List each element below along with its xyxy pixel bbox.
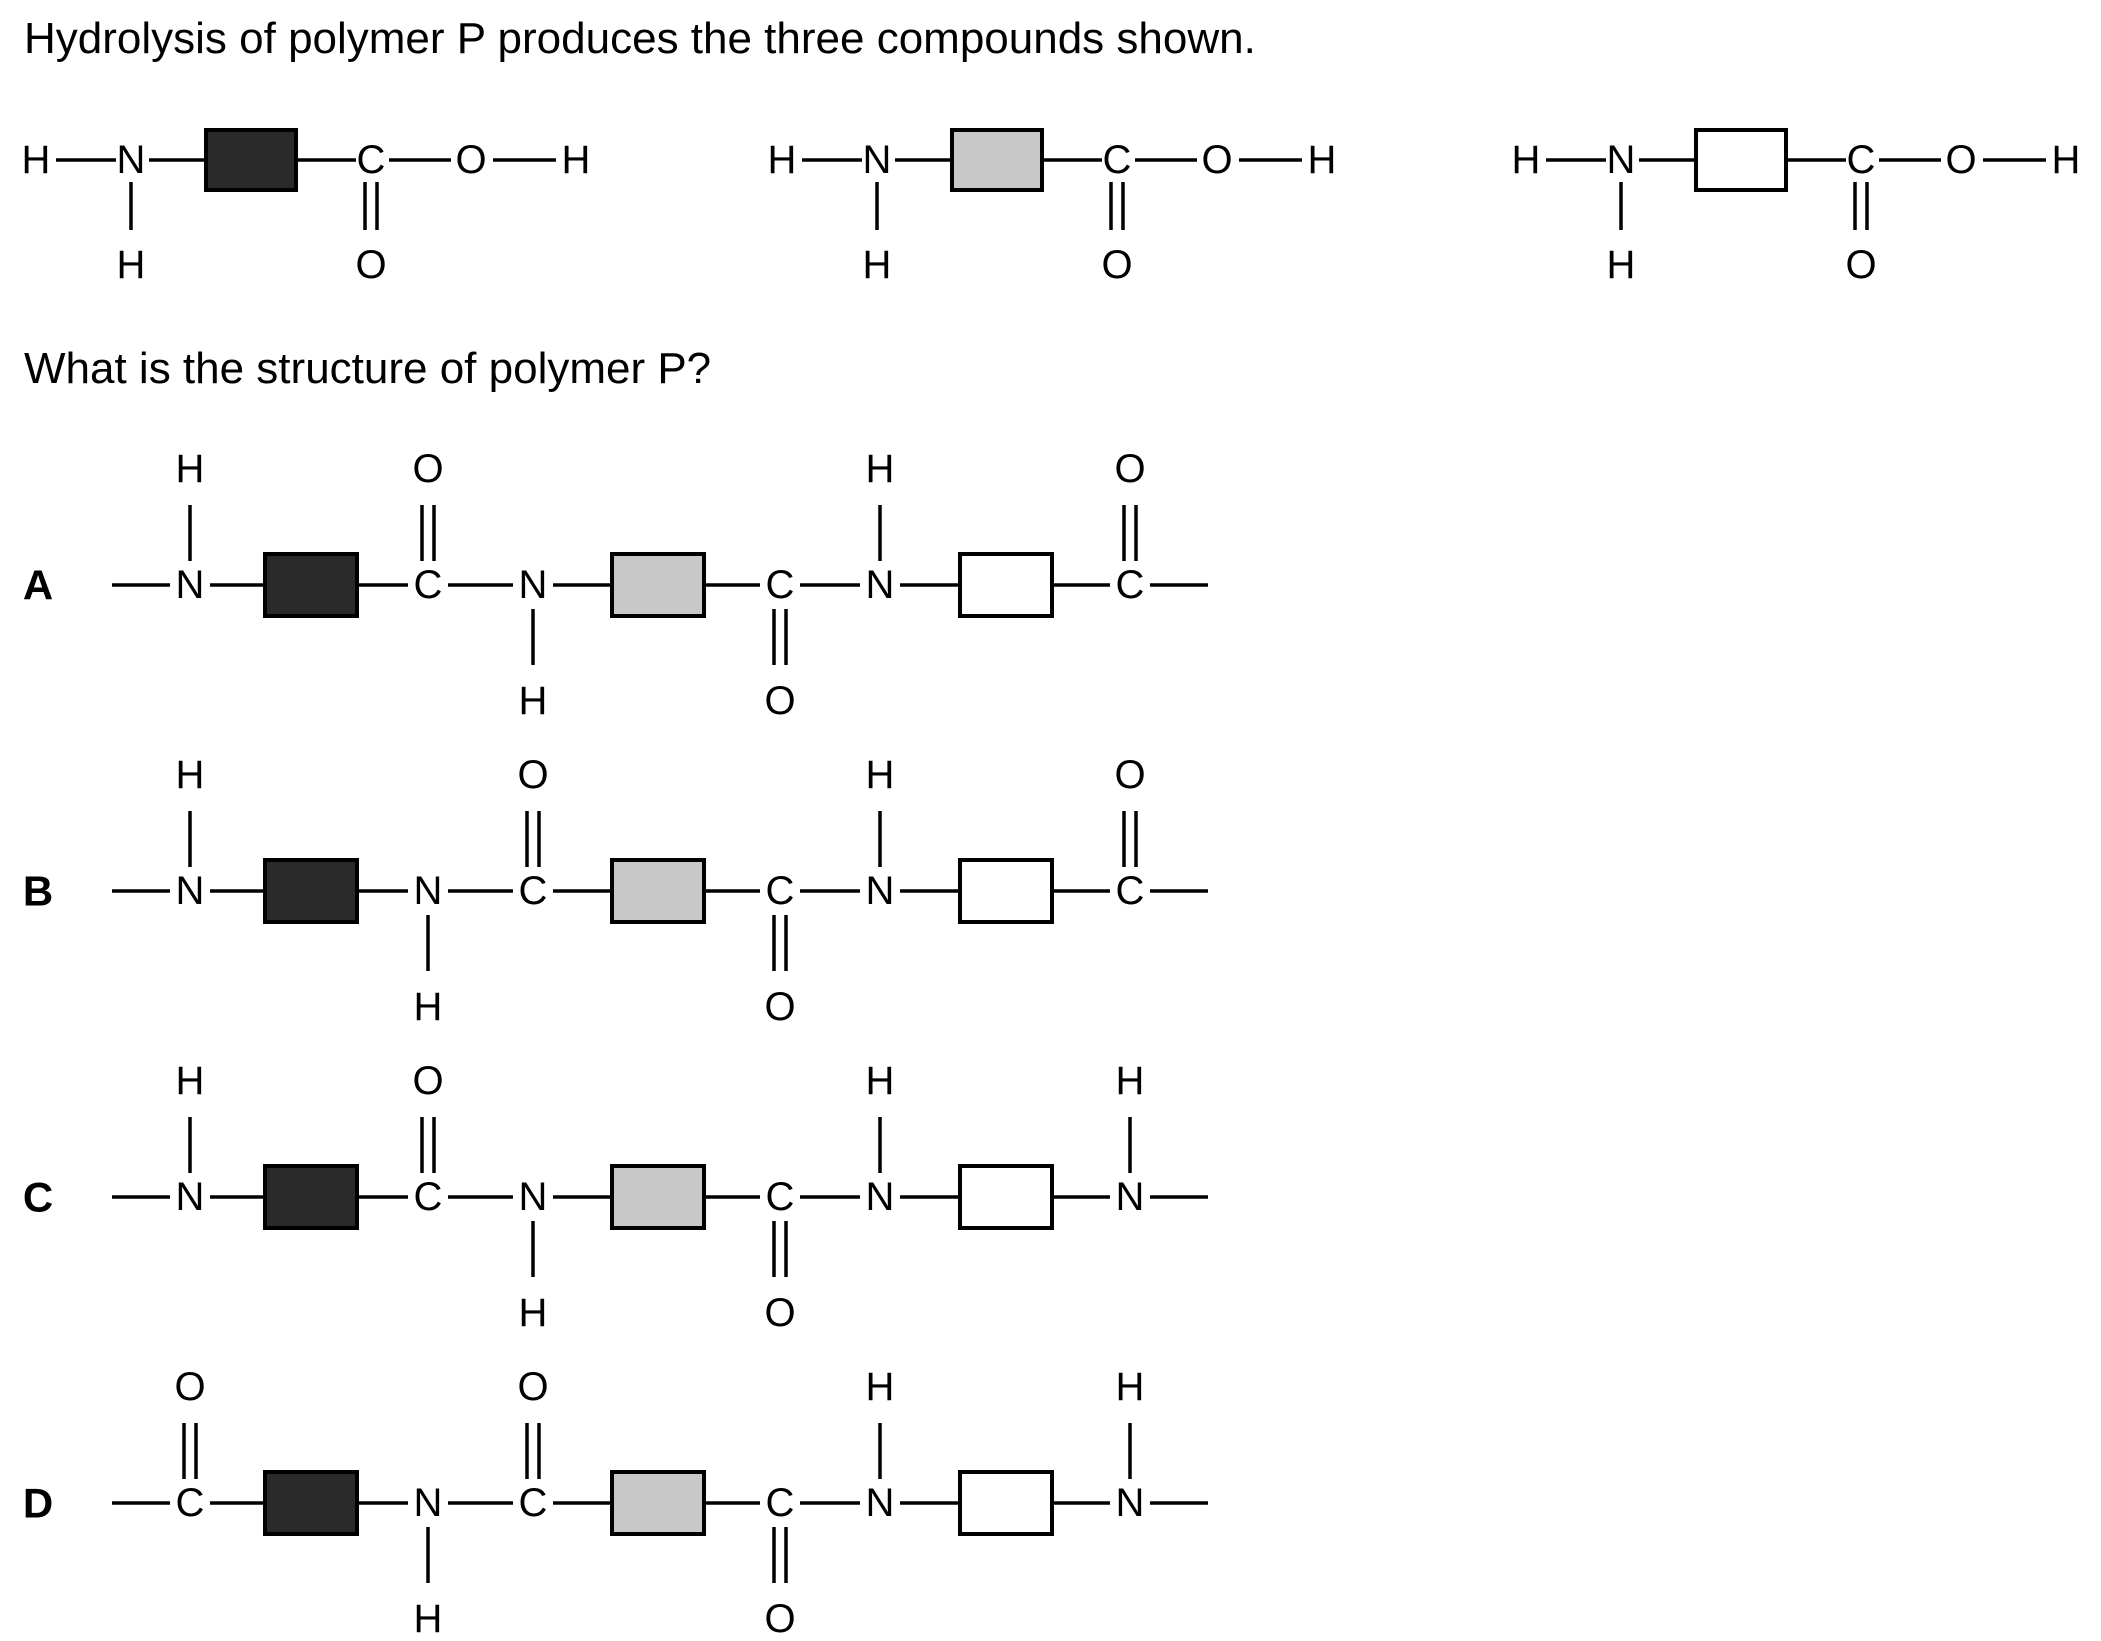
black-unit-box — [263, 552, 359, 618]
atom-hydrogen: H — [1607, 243, 1636, 287]
atom-carbon: C — [1116, 869, 1145, 913]
atom-hydrogen: H — [1512, 138, 1541, 182]
option-a: A N H C O N H C O N H C O — [23, 447, 1208, 723]
atom-nitrogen: N — [866, 1175, 895, 1219]
atom-oxygen: O — [412, 447, 443, 491]
grey-unit-box — [610, 1164, 706, 1230]
atom-oxygen: O — [355, 243, 386, 287]
atom-nitrogen: N — [866, 869, 895, 913]
atom-hydrogen: H — [768, 138, 797, 182]
black-unit-box — [263, 1470, 359, 1536]
option-c: C N H C O N H C O N H N H — [23, 1059, 1208, 1335]
question-prompt: What is the structure of polymer P? — [24, 344, 712, 393]
atom-oxygen: O — [1114, 447, 1145, 491]
atom-hydrogen: H — [863, 243, 892, 287]
option-letter: B — [23, 868, 53, 915]
grey-unit-box — [610, 858, 706, 924]
white-unit-box — [958, 858, 1054, 924]
atom-carbon: C — [766, 1175, 795, 1219]
atom-oxygen: O — [764, 679, 795, 723]
atom-oxygen: O — [1114, 753, 1145, 797]
atom-hydrogen: H — [866, 753, 895, 797]
atom-carbon: C — [519, 1481, 548, 1525]
atom-hydrogen: H — [1308, 138, 1337, 182]
atom-oxygen: O — [1845, 243, 1876, 287]
white-unit-box — [958, 1470, 1054, 1536]
atom-nitrogen: N — [519, 563, 548, 607]
option-d: D C O N H C O C O N H N H — [23, 1365, 1208, 1641]
atom-hydrogen: H — [866, 447, 895, 491]
atom-oxygen: O — [517, 1365, 548, 1409]
option-b: B N H N H C O C O N H C O — [23, 753, 1208, 1029]
black-unit-box — [204, 128, 298, 192]
atom-oxygen: O — [1201, 138, 1232, 182]
question-intro: Hydrolysis of polymer P produces the thr… — [24, 14, 1256, 63]
atom-carbon: C — [766, 563, 795, 607]
atom-oxygen: O — [412, 1059, 443, 1103]
white-unit-box — [958, 552, 1054, 618]
atom-carbon: C — [1103, 138, 1132, 182]
atom-hydrogen: H — [1116, 1059, 1145, 1103]
grey-unit-box — [950, 128, 1044, 192]
atom-nitrogen: N — [176, 1175, 205, 1219]
option-letter: C — [23, 1174, 53, 1221]
atom-oxygen: O — [764, 1597, 795, 1641]
atom-oxygen: O — [517, 753, 548, 797]
atom-hydrogen: H — [176, 447, 205, 491]
option-letter: D — [23, 1480, 53, 1527]
atom-hydrogen: H — [562, 138, 591, 182]
black-unit-box — [263, 1164, 359, 1230]
atom-hydrogen: H — [176, 1059, 205, 1103]
atom-carbon: C — [176, 1481, 205, 1525]
atom-oxygen: O — [764, 1291, 795, 1335]
atom-nitrogen: N — [414, 1481, 443, 1525]
atom-hydrogen: H — [866, 1365, 895, 1409]
atom-nitrogen: N — [117, 138, 146, 182]
black-unit-monomer: H N H C O O H — [22, 128, 591, 287]
grey-unit-box — [610, 1470, 706, 1536]
atom-hydrogen: H — [2052, 138, 2081, 182]
atom-nitrogen: N — [1607, 138, 1636, 182]
atom-nitrogen: N — [1116, 1481, 1145, 1525]
atom-nitrogen: N — [863, 138, 892, 182]
atom-carbon: C — [1847, 138, 1876, 182]
atom-hydrogen: H — [117, 243, 146, 287]
atom-oxygen: O — [174, 1365, 205, 1409]
atom-nitrogen: N — [176, 563, 205, 607]
atom-oxygen: O — [764, 985, 795, 1029]
atom-nitrogen: N — [519, 1175, 548, 1219]
atom-nitrogen: N — [866, 563, 895, 607]
atom-hydrogen: H — [519, 679, 548, 723]
atom-hydrogen: H — [414, 985, 443, 1029]
option-letter: A — [23, 562, 53, 609]
atom-nitrogen: N — [1116, 1175, 1145, 1219]
white-unit-box — [958, 1164, 1054, 1230]
atom-nitrogen: N — [414, 869, 443, 913]
atom-hydrogen: H — [519, 1291, 548, 1335]
atom-carbon: C — [414, 563, 443, 607]
atom-carbon: C — [519, 869, 548, 913]
atom-oxygen: O — [455, 138, 486, 182]
atom-carbon: C — [357, 138, 386, 182]
atom-carbon: C — [766, 869, 795, 913]
atom-hydrogen: H — [1116, 1365, 1145, 1409]
atom-hydrogen: H — [414, 1597, 443, 1641]
grey-unit-monomer: H N H C O O H — [768, 128, 1337, 287]
atom-hydrogen: H — [866, 1059, 895, 1103]
grey-unit-box — [610, 552, 706, 618]
atom-oxygen: O — [1101, 243, 1132, 287]
atom-carbon: C — [1116, 563, 1145, 607]
atom-hydrogen: H — [22, 138, 51, 182]
atom-nitrogen: N — [866, 1481, 895, 1525]
atom-nitrogen: N — [176, 869, 205, 913]
white-unit-box — [1694, 128, 1788, 192]
black-unit-box — [263, 858, 359, 924]
atom-carbon: C — [766, 1481, 795, 1525]
white-unit-monomer: H N H C O O H — [1512, 128, 2081, 287]
atom-carbon: C — [414, 1175, 443, 1219]
atom-hydrogen: H — [176, 753, 205, 797]
atom-oxygen: O — [1945, 138, 1976, 182]
